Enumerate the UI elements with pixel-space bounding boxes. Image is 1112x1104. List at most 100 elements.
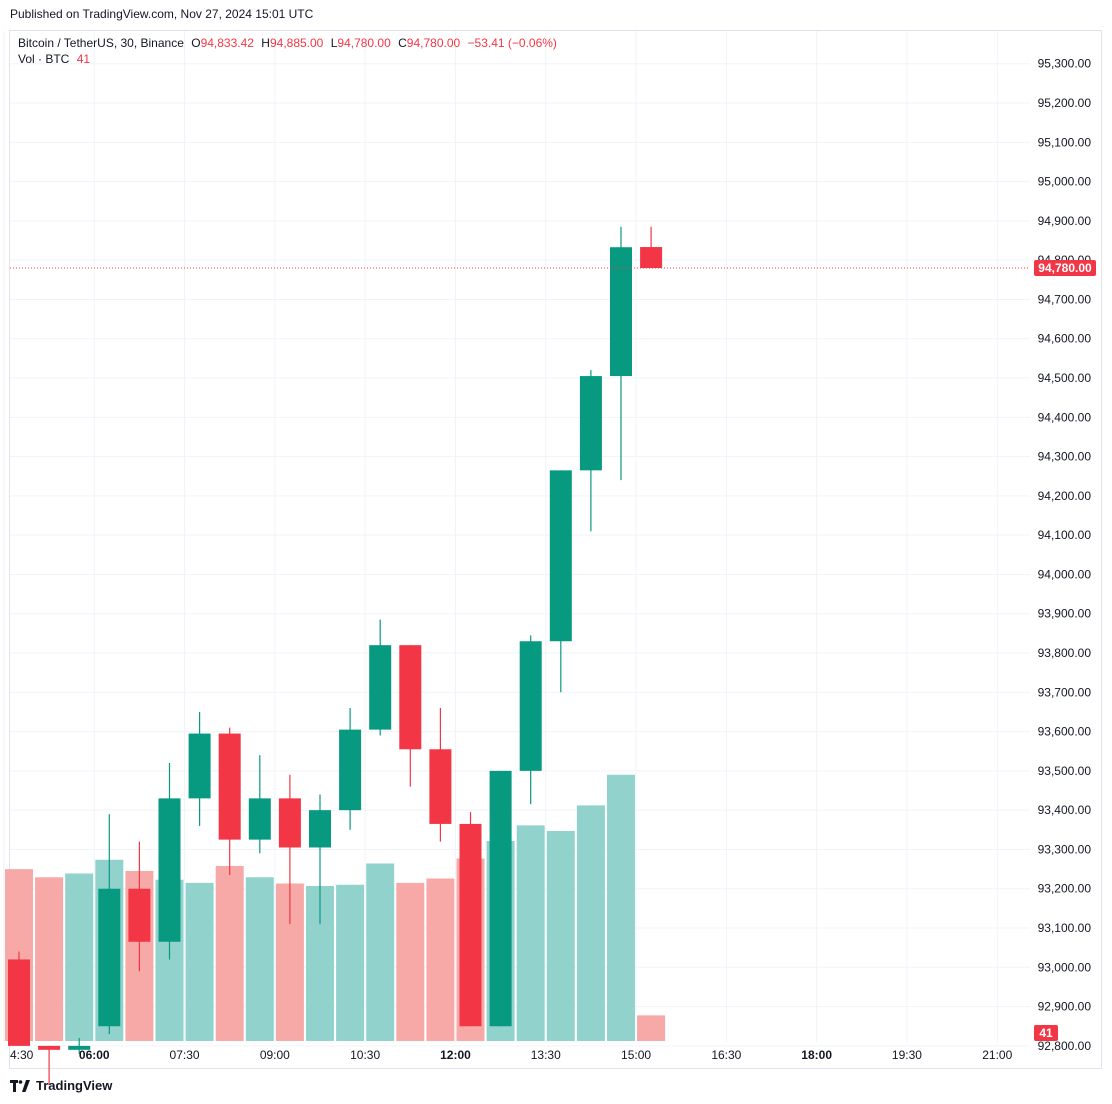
- candle-body: [309, 810, 331, 848]
- legend-high: 94,885.00: [269, 36, 324, 50]
- price-tick-label: 94,400.00: [1038, 410, 1092, 424]
- price-tick-label: 94,700.00: [1038, 292, 1092, 306]
- price-tick-label: 94,100.00: [1038, 528, 1092, 542]
- price-tick-label: 93,000.00: [1038, 960, 1092, 974]
- volume-bar: [65, 873, 94, 1041]
- volume-badge-label: 41: [1039, 1026, 1053, 1040]
- price-tick-label: 93,200.00: [1038, 882, 1092, 896]
- volume-bar: [576, 805, 605, 1041]
- price-tick-label: 92,800.00: [1038, 1039, 1092, 1053]
- candle-body: [519, 641, 542, 771]
- last-price-badge: [1034, 260, 1096, 277]
- price-tick-label: 93,100.00: [1038, 921, 1092, 935]
- candle-body: [610, 247, 632, 377]
- time-axis: 4:30 06:00 07:30 09:00 10:30 12:00 13:30 15:00 1…: [10, 1048, 1013, 1062]
- chart-legend: Bitcoin / TetherUS, 30, Binance O94,833.…: [18, 35, 557, 67]
- candle-body: [429, 749, 452, 824]
- candles: [8, 226, 663, 1086]
- legend-close-label: C: [398, 36, 407, 50]
- candle-body: [278, 798, 301, 848]
- volume-bar: [637, 1015, 666, 1041]
- volume-bar: [185, 882, 214, 1041]
- candle-body: [188, 733, 211, 799]
- time-tick-label: 12:00: [440, 1048, 471, 1062]
- price-tick-label: 93,600.00: [1038, 725, 1092, 739]
- price-tick-label: 92,900.00: [1038, 1000, 1092, 1014]
- volume-bar: [215, 866, 244, 1041]
- time-tick-label: 10:30: [350, 1048, 380, 1062]
- legend-volume-row: Vol · BTC 41: [18, 51, 557, 67]
- candle-body: [68, 1045, 91, 1050]
- legend-volume-label[interactable]: Vol · BTC: [18, 52, 70, 66]
- tradingview-logo[interactable]: TradingView: [10, 1078, 112, 1093]
- legend-high-label: H: [261, 36, 270, 50]
- candle-body: [128, 888, 151, 942]
- volume-badge: [1034, 1025, 1058, 1041]
- price-tick-label: 93,700.00: [1038, 685, 1092, 699]
- candle-body: [339, 729, 362, 811]
- legend-volume-value: 41: [76, 52, 91, 66]
- candle-body: [248, 798, 271, 840]
- volume-bar: [426, 878, 455, 1041]
- volume-bar: [607, 774, 635, 1041]
- price-tick-label: 95,100.00: [1038, 135, 1092, 149]
- price-tick-label: 94,000.00: [1038, 567, 1092, 581]
- candle-body: [579, 376, 602, 471]
- candle-body: [38, 1045, 61, 1050]
- time-tick-label: 19:30: [892, 1048, 922, 1062]
- candle-body: [8, 959, 30, 1046]
- price-tick-label: 94,900.00: [1038, 214, 1092, 228]
- chart-frame: [9, 30, 1102, 1069]
- price-tick-label: 94,300.00: [1038, 450, 1092, 464]
- candle-body: [640, 247, 663, 269]
- price-tick-label: 95,000.00: [1038, 175, 1092, 189]
- candle-body: [98, 888, 121, 1027]
- price-tick-label: 94,200.00: [1038, 489, 1092, 503]
- price-tick-label: 94,600.00: [1038, 332, 1092, 346]
- price-tick-label: 95,200.00: [1038, 96, 1092, 110]
- candle-body: [369, 645, 392, 730]
- time-tick-label: 13:30: [531, 1048, 561, 1062]
- tradingview-logo-icon: [10, 1079, 30, 1092]
- price-tick-label: 95,300.00: [1038, 57, 1092, 71]
- legend-open-label: O: [191, 36, 201, 50]
- volume-bar: [546, 831, 575, 1041]
- tradingview-wordmark: TradingView: [36, 1078, 113, 1093]
- volume-bar: [366, 863, 395, 1041]
- candle-body: [489, 770, 512, 1027]
- legend-ohlc-row: Bitcoin / TetherUS, 30, Binance O94,833.…: [18, 35, 557, 51]
- price-tick-label: 93,300.00: [1038, 842, 1092, 856]
- volume-bar: [336, 884, 365, 1041]
- price-tick-label: 93,800.00: [1038, 646, 1092, 660]
- time-tick-label: 21:00: [982, 1048, 1012, 1062]
- time-tick-label: 18:00: [801, 1048, 832, 1062]
- legend-low-label: L: [330, 36, 338, 50]
- candle-body: [549, 470, 572, 642]
- legend-close: 94,780.00: [406, 36, 461, 50]
- price-axis: 92,800.00 92,900.00 93,000.00 93,100.00 93,2…: [1034, 57, 1096, 1053]
- legend-change: −53.41 (−0.06%): [467, 36, 557, 50]
- volume-bar: [396, 882, 425, 1041]
- time-tick-label: 16:30: [711, 1048, 741, 1062]
- volume-bar: [245, 877, 274, 1041]
- last-price-badge-label: 94,780.00: [1038, 261, 1092, 275]
- price-tick-label: 93,900.00: [1038, 607, 1092, 621]
- candle-body: [218, 733, 241, 840]
- time-tick-label: 07:30: [170, 1048, 200, 1062]
- legend-low: 94,780.00: [337, 36, 391, 50]
- time-tick-label: 4:30: [10, 1048, 34, 1062]
- price-tick-label: 93,400.00: [1038, 803, 1092, 817]
- time-tick-label: 09:00: [260, 1048, 290, 1062]
- volume-bar: [35, 877, 64, 1041]
- candle-body: [459, 823, 482, 1027]
- time-tick-label: 06:00: [79, 1048, 110, 1062]
- time-tick-label: 15:00: [621, 1048, 651, 1062]
- volume-bar: [516, 825, 545, 1041]
- candle-body: [158, 798, 181, 942]
- candle-body: [399, 645, 422, 750]
- price-tick-label: 94,500.00: [1038, 371, 1092, 385]
- published-caption: Published on TradingView.com, Nov 27, 20…: [10, 7, 314, 21]
- legend-symbol[interactable]: Bitcoin / TetherUS, 30, Binance: [18, 36, 184, 50]
- price-tick-label: 93,500.00: [1038, 764, 1092, 778]
